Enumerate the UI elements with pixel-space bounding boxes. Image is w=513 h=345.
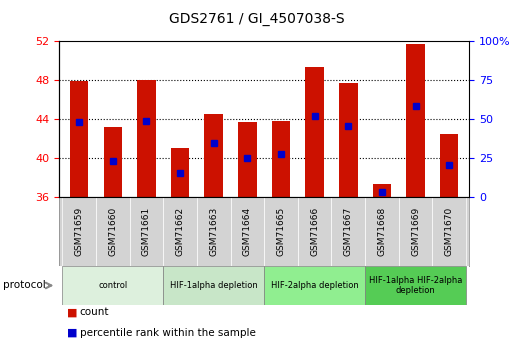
- Bar: [104, 127, 122, 197]
- Text: GSM71668: GSM71668: [378, 207, 386, 256]
- Text: GSM71659: GSM71659: [75, 207, 84, 256]
- Text: GSM71666: GSM71666: [310, 207, 319, 256]
- Bar: [205, 114, 223, 197]
- Text: GSM71670: GSM71670: [445, 207, 453, 256]
- Bar: [63, 197, 96, 266]
- Bar: [365, 266, 466, 305]
- Bar: [365, 197, 399, 266]
- Bar: [372, 184, 391, 197]
- Bar: [399, 197, 432, 266]
- Bar: [264, 266, 365, 305]
- Text: GDS2761 / GI_4507038-S: GDS2761 / GI_4507038-S: [169, 12, 344, 26]
- Bar: [432, 197, 466, 266]
- Text: GSM71669: GSM71669: [411, 207, 420, 256]
- Text: ■: ■: [67, 328, 77, 338]
- Bar: [197, 197, 230, 266]
- Bar: [406, 44, 425, 197]
- Text: GSM71661: GSM71661: [142, 207, 151, 256]
- Bar: [70, 81, 88, 197]
- Text: GSM71663: GSM71663: [209, 207, 218, 256]
- Bar: [331, 197, 365, 266]
- Bar: [298, 197, 331, 266]
- Text: HIF-1alpha depletion: HIF-1alpha depletion: [170, 281, 258, 290]
- Text: HIF-2alpha depletion: HIF-2alpha depletion: [271, 281, 359, 290]
- Text: GSM71660: GSM71660: [108, 207, 117, 256]
- Text: GSM71664: GSM71664: [243, 207, 252, 256]
- Text: ■: ■: [67, 307, 77, 317]
- Bar: [137, 80, 156, 197]
- Text: GSM71667: GSM71667: [344, 207, 353, 256]
- Bar: [272, 121, 290, 197]
- Bar: [264, 197, 298, 266]
- Bar: [230, 197, 264, 266]
- Text: count: count: [80, 307, 109, 317]
- Text: percentile rank within the sample: percentile rank within the sample: [80, 328, 255, 338]
- Bar: [440, 134, 459, 197]
- Bar: [238, 122, 256, 197]
- Bar: [305, 67, 324, 197]
- Bar: [171, 148, 189, 197]
- Text: GSM71665: GSM71665: [277, 207, 286, 256]
- Text: protocol: protocol: [3, 280, 45, 290]
- Bar: [339, 83, 358, 197]
- Bar: [130, 197, 163, 266]
- Bar: [163, 197, 197, 266]
- Text: control: control: [98, 281, 127, 290]
- Bar: [163, 266, 264, 305]
- Bar: [96, 197, 130, 266]
- Text: GSM71662: GSM71662: [175, 207, 185, 256]
- Text: HIF-1alpha HIF-2alpha
depletion: HIF-1alpha HIF-2alpha depletion: [369, 276, 462, 295]
- Bar: [63, 266, 163, 305]
